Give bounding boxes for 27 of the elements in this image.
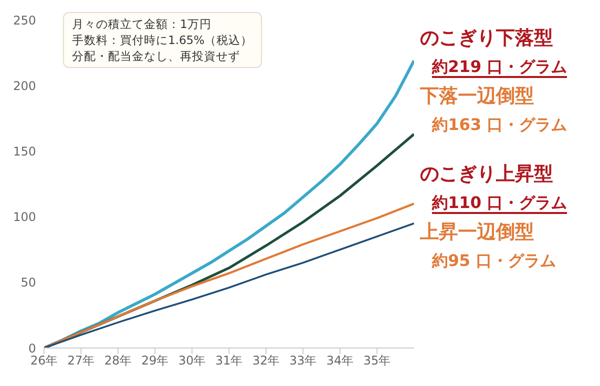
x-tick-label: 30年 xyxy=(178,354,206,368)
text: 上昇一辺倒型 xyxy=(420,221,534,243)
y-tick-label: 100 xyxy=(13,210,36,224)
text: のこぎり下落型 xyxy=(420,27,553,49)
x-tick-label: 26年 xyxy=(30,354,58,368)
text: 約110 口・グラム xyxy=(432,193,567,214)
text: のこぎり上昇型 xyxy=(420,163,553,185)
y-tick-label: 200 xyxy=(13,78,36,93)
x-tick-label: 32年 xyxy=(252,354,280,368)
y-tick-label: 0 xyxy=(28,341,36,356)
annotation: 手数料：買付時に1.65%（税込） xyxy=(72,32,253,48)
y-tick-label: 250 xyxy=(13,13,36,28)
x-tick-label: 33年 xyxy=(289,354,317,368)
text: 約163 口・グラム xyxy=(432,115,567,134)
text: 約219 口・グラム xyxy=(432,57,567,78)
annotation: 分配・配当金なし、再投資せず xyxy=(72,48,241,64)
text: 下落一辺倒型 xyxy=(420,85,534,107)
x-tick-label: 34年 xyxy=(326,354,354,368)
x-tick-label: 31年 xyxy=(215,354,243,368)
annotation: 月々の積立て金額：1万円 xyxy=(72,16,212,32)
y-tick-label: 150 xyxy=(13,144,36,158)
x-tick-label: 29年 xyxy=(141,354,169,368)
x-tick-label: 27年 xyxy=(67,354,95,368)
x-tick-label: 28年 xyxy=(104,354,132,368)
text: 約95 口・グラム xyxy=(432,251,556,270)
y-tick-label: 50 xyxy=(20,276,36,290)
x-tick-label: 35年 xyxy=(363,354,391,368)
